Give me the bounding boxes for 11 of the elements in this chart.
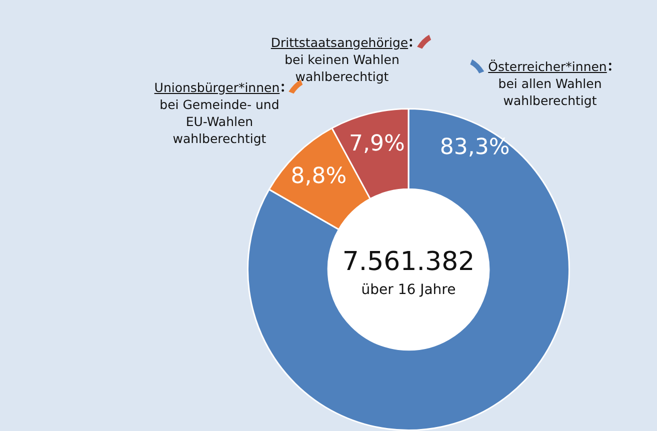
data-label: 7,9% xyxy=(348,132,405,157)
text: bei keinen Wahlen wahlberechtigt xyxy=(284,52,400,84)
data-label: 83,3% xyxy=(440,134,510,160)
text: 7.561.382 xyxy=(342,246,475,276)
text: bei allen Wahlen wahlberechtigt xyxy=(498,76,602,108)
text: über 16 Jahre xyxy=(361,282,456,298)
data-label: 8,8% xyxy=(290,164,347,190)
slice-label: Österreicher*innen xyxy=(488,59,607,74)
legend-label: Drittstaatsangehörige xyxy=(270,34,408,50)
text: bei Gemeinde- und EU-Wahlen wahlberechtigt xyxy=(160,96,280,146)
legend-label: Unionsbürger*innen xyxy=(154,80,280,95)
